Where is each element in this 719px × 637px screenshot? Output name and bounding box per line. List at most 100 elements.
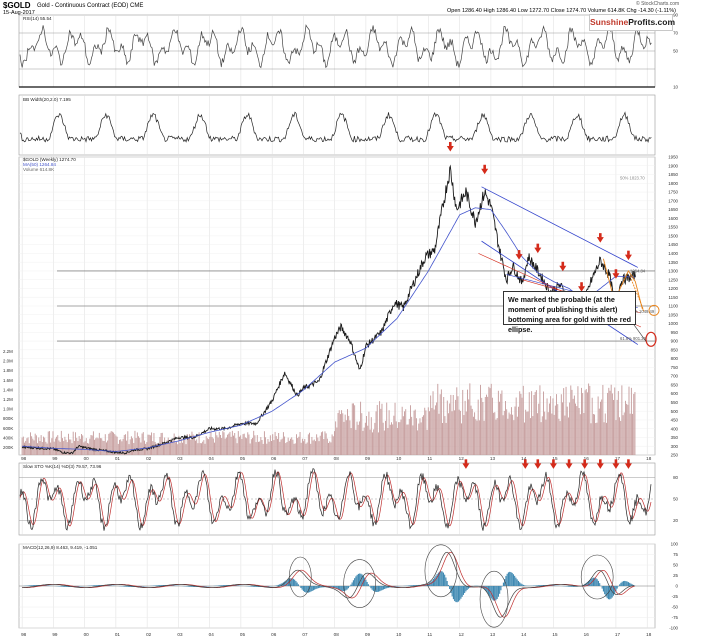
sunshine-profits-logo: SunshineProfits.com xyxy=(589,14,675,31)
x-tick-label-price: 16 xyxy=(584,456,590,461)
peak-arrow-marker-stem xyxy=(483,164,486,169)
price-legend-ma: MA(50) 1264.84 xyxy=(23,162,56,167)
credit-text: © StockCharts.com xyxy=(636,1,680,7)
annotation-callout: We marked the probable (at the moment of… xyxy=(503,291,636,334)
peak-arrow-marker-stem xyxy=(561,261,565,266)
volume-y-tick-label: 2.0M xyxy=(3,359,13,364)
price-y-tick-label: 1900 xyxy=(668,163,678,168)
price-y-tick-label: 950 xyxy=(671,330,679,335)
price-y-tick-label: 1300 xyxy=(668,269,678,274)
stochastic-signal-line xyxy=(19,471,652,527)
peak-arrow-marker-stem xyxy=(448,141,452,147)
price-y-tick-label: 800 xyxy=(671,356,679,361)
x-tick-label-macd: 08 xyxy=(334,632,340,637)
macd-y-tick-label: 50 xyxy=(673,563,678,568)
stochastic-k-line xyxy=(19,468,652,531)
stochastic-legend: Slow STO %K(14) %D(3) 79.57, 73.96 xyxy=(23,464,102,469)
x-tick-label-price: 10 xyxy=(396,456,402,461)
macd-y-tick-label: -25 xyxy=(672,594,679,599)
x-tick-label-macd: 17 xyxy=(615,632,621,637)
price-y-tick-label: 700 xyxy=(671,374,679,379)
x-tick-label-price: 08 xyxy=(334,456,340,461)
price-y-tick-label: 350 xyxy=(671,435,679,440)
fib-level-label: 50.0% 1049.49 xyxy=(626,309,655,314)
quote-line: Open 1286.40 High 1286.40 Low 1272.70 Cl… xyxy=(447,8,676,14)
price-y-tick-label: 1350 xyxy=(668,260,678,265)
price-y-tick-label: 400 xyxy=(671,426,679,431)
peak-arrow-marker xyxy=(559,265,567,272)
x-tick-label-macd: 09 xyxy=(365,632,371,637)
price-y-tick-label: 850 xyxy=(671,347,679,352)
macd-y-tick-label: 75 xyxy=(673,552,678,557)
x-tick-label-macd: 15 xyxy=(552,632,558,637)
bollinger-width-line xyxy=(19,111,652,143)
x-tick-label-price: 07 xyxy=(302,456,308,461)
peak-arrow-marker-stem xyxy=(536,243,540,248)
fib-level-label: 1264.84 xyxy=(630,269,646,274)
x-tick-label-macd: 99 xyxy=(52,632,58,637)
orange-dashed-line xyxy=(629,276,645,312)
stochastic-arrow-marker xyxy=(565,463,573,469)
stochastic-arrow-marker xyxy=(581,463,589,469)
x-tick-label-price: 03 xyxy=(177,456,183,461)
stochastic-arrow-marker-stem xyxy=(627,459,630,464)
stochastic-arrow-marker-stem xyxy=(583,459,586,464)
macd-legend: MACD(12,26,9) 8.463, 9.419, -1.051 xyxy=(23,545,98,550)
x-tick-label-macd: 98 xyxy=(21,632,27,637)
peak-arrow-marker-stem xyxy=(599,233,602,238)
stochastic-arrow-marker-stem xyxy=(523,459,527,464)
price-y-tick-label: 750 xyxy=(671,365,679,370)
macd-line xyxy=(22,551,635,618)
price-y-tick-label: 1100 xyxy=(669,304,679,309)
rsi-line xyxy=(19,24,652,69)
macd-highlight-ellipse xyxy=(343,559,376,608)
price-y-tick-label: 450 xyxy=(671,418,679,423)
macd-y-tick-label: -50 xyxy=(672,605,679,610)
logo-part-1: Sunshine xyxy=(590,17,629,27)
macd-highlight-ellipse xyxy=(479,570,509,628)
price-y-tick-label: 600 xyxy=(671,391,679,396)
stochastic-arrow-marker-stem xyxy=(567,459,571,464)
price-y-tick-label: 300 xyxy=(671,444,679,449)
price-y-tick-label: 1750 xyxy=(668,190,678,195)
volume-y-tick-label: 200K xyxy=(3,445,13,450)
volume-y-tick-label: 1.6M xyxy=(3,378,13,383)
x-tick-label-macd: 16 xyxy=(584,632,590,637)
price-y-tick-label: 1450 xyxy=(668,242,678,247)
peak-arrow-marker xyxy=(612,273,620,279)
x-tick-label-macd: 06 xyxy=(271,632,277,637)
peak-arrow-marker-stem xyxy=(614,269,618,274)
x-tick-label-macd: 04 xyxy=(209,632,215,637)
stochastic-y-tick-label: 80 xyxy=(673,475,678,480)
rsi-y-tick-label: 70 xyxy=(673,31,678,36)
instrument-name: Gold - Continuous Contract (EOD) CME xyxy=(37,3,144,9)
peak-arrow-marker xyxy=(596,237,604,243)
orange-projection-line xyxy=(602,258,643,310)
stochastic-arrow-marker xyxy=(596,463,604,469)
rsi-y-tick-label: 90 xyxy=(673,13,678,18)
price-y-tick-label: 550 xyxy=(671,400,679,405)
stochastic-arrow-marker-stem xyxy=(552,459,555,464)
x-tick-label-price: 12 xyxy=(459,456,465,461)
macd-y-tick-label: 25 xyxy=(673,573,678,578)
rsi-legend: RSI(14) 55.54 xyxy=(23,16,52,21)
stochastic-arrow-marker xyxy=(612,463,620,469)
x-tick-label-macd: 05 xyxy=(240,632,246,637)
bottoming-area-ellipse xyxy=(645,331,657,347)
volume-y-tick-label: 1.8M xyxy=(3,368,13,373)
peak-arrow-marker xyxy=(515,254,523,260)
x-tick-label-price: 98 xyxy=(21,456,27,461)
peak-arrow-marker xyxy=(481,168,489,175)
price-line xyxy=(21,164,636,455)
volume-y-tick-label: 600K xyxy=(3,426,13,431)
x-tick-label-macd: 00 xyxy=(84,632,90,637)
volume-y-tick-label: 2.2M xyxy=(3,349,13,354)
bb-legend: BB Width(20,2.0) 7.195 xyxy=(23,97,71,102)
x-tick-label-macd: 03 xyxy=(177,632,183,637)
price-y-tick-label: 900 xyxy=(671,339,679,344)
x-tick-label-macd: 14 xyxy=(521,632,527,637)
peak-arrow-marker-stem xyxy=(627,250,630,255)
price-y-tick-label: 1800 xyxy=(668,181,678,186)
peak-arrow-marker xyxy=(578,286,586,292)
symbol-title: $GOLD xyxy=(3,1,31,10)
